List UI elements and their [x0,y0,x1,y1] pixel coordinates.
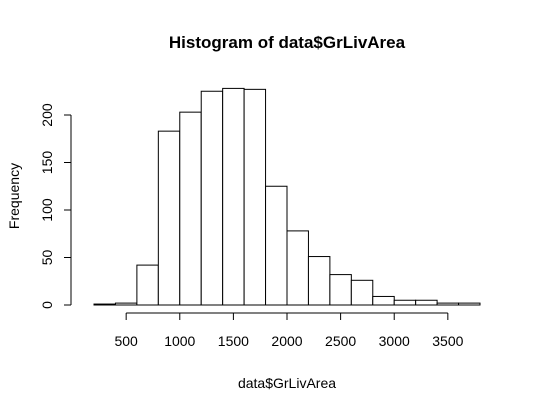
histogram-bar [393,299,417,306]
histogram-bar [243,88,267,306]
histogram-bar [415,299,438,306]
histogram-bar [329,274,352,306]
y-tick-label: 200 [39,103,55,127]
x-tick-label: 1500 [218,333,249,349]
y-axis-label: Frequency [6,163,22,229]
x-axis: 500 1000 1500 2000 2500 3000 3500 [114,312,464,349]
histogram-bar [458,302,481,306]
x-tick-label: 3000 [379,333,410,349]
histogram-bar [436,302,460,306]
y-tick-label: 50 [39,250,55,266]
y-tick-label: 100 [39,198,55,222]
histogram-bar [372,295,395,306]
histogram-bar [307,256,331,306]
histogram-bar [222,87,245,306]
histogram-bar [265,185,288,306]
histogram-bars [93,87,481,306]
histogram-bar [114,302,138,306]
x-tick-label: 2000 [271,333,302,349]
histogram-bar [157,130,181,306]
x-tick-label: 2500 [325,333,356,349]
x-axis-label: data$GrLivArea [238,375,336,391]
x-tick-label: 500 [114,333,138,349]
histogram-bar [350,279,374,306]
y-tick-label: 0 [39,301,55,309]
histogram-bar [136,264,159,306]
x-tick-label: 3500 [432,333,463,349]
y-tick-label: 150 [39,151,55,175]
histogram-bar [200,90,224,306]
y-axis: 0 50 100 150 200 [39,103,72,309]
x-tick-label: 1000 [164,333,195,349]
histogram-bar [286,230,309,306]
chart-title: Histogram of data$GrLivArea [169,33,406,52]
histogram-bar [93,303,116,306]
histogram-bar [179,111,202,306]
